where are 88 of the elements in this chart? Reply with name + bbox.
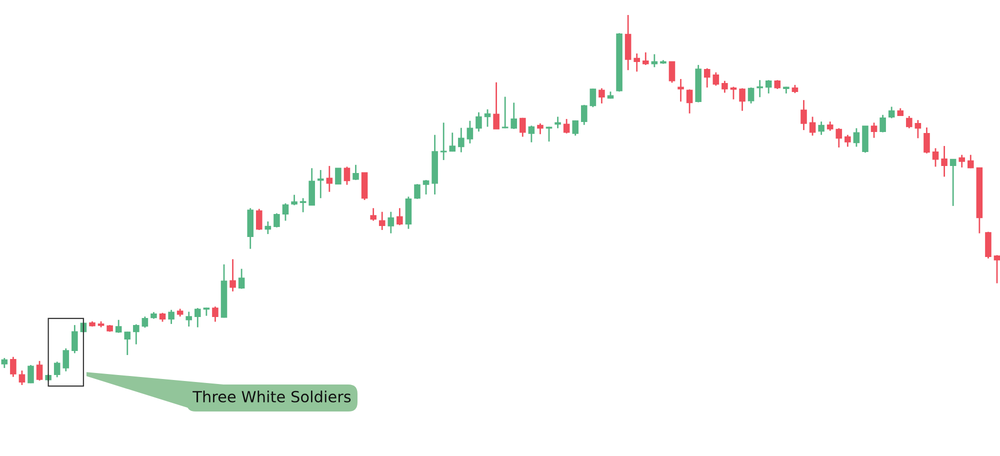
candlestick bbox=[668, 60, 676, 84]
text: Three White Soldiers bbox=[192, 390, 351, 402]
candlestick bbox=[212, 306, 218, 322]
candlestick bbox=[422, 179, 430, 196]
candlestick bbox=[914, 119, 922, 139]
candlestick bbox=[598, 88, 605, 104]
candlestick bbox=[352, 164, 359, 181]
candlestick bbox=[378, 211, 386, 231]
candlestick bbox=[282, 202, 289, 222]
candlestick bbox=[142, 316, 148, 328]
candlestick bbox=[739, 88, 746, 112]
candlestick bbox=[10, 356, 16, 378]
candlestick bbox=[642, 52, 649, 66]
candlestick bbox=[36, 360, 43, 382]
candlestick bbox=[1, 357, 8, 369]
candlestick bbox=[133, 324, 140, 345]
candlestick bbox=[264, 220, 272, 235]
candlestick bbox=[554, 116, 561, 129]
candlestick bbox=[186, 311, 192, 328]
candlestick bbox=[62, 348, 70, 372]
candlestick bbox=[528, 124, 535, 143]
candlestick bbox=[870, 122, 878, 139]
candlestick bbox=[836, 128, 842, 148]
candlestick bbox=[256, 208, 262, 231]
candlestick bbox=[238, 268, 245, 290]
candlestick bbox=[958, 154, 966, 168]
candlestick bbox=[396, 207, 403, 226]
candlestick bbox=[826, 120, 834, 132]
candlestick bbox=[72, 324, 78, 354]
candlestick bbox=[449, 132, 456, 152]
candlestick bbox=[800, 99, 807, 131]
candlestick bbox=[520, 117, 526, 138]
candlestick bbox=[502, 96, 508, 129]
candlestick bbox=[537, 122, 544, 135]
candlestick bbox=[730, 86, 737, 100]
candlestick bbox=[818, 120, 824, 136]
candlestick bbox=[370, 207, 376, 222]
candlestick bbox=[440, 122, 447, 161]
candlestick bbox=[853, 128, 860, 148]
candlestick bbox=[756, 79, 763, 98]
candlestick bbox=[168, 309, 174, 325]
candlestick bbox=[888, 106, 895, 119]
candlestick bbox=[414, 183, 420, 200]
candlestick bbox=[572, 120, 579, 136]
candlestick bbox=[950, 158, 956, 207]
candlestick bbox=[510, 102, 518, 130]
candlestick bbox=[493, 82, 500, 130]
candlestick bbox=[880, 114, 886, 133]
candlestick bbox=[291, 194, 298, 206]
candlestick bbox=[765, 79, 772, 94]
candlestick bbox=[484, 108, 491, 128]
candlestick bbox=[722, 80, 728, 94]
candlestick bbox=[194, 307, 201, 328]
candlestick bbox=[686, 88, 693, 114]
candlestick bbox=[18, 370, 26, 386]
candlestick bbox=[634, 52, 640, 72]
candlestick bbox=[326, 165, 333, 193]
candlestick bbox=[476, 112, 482, 132]
candlestick bbox=[28, 364, 34, 384]
candlestick bbox=[906, 115, 912, 129]
candlestick bbox=[388, 211, 394, 234]
candlestick bbox=[466, 120, 474, 144]
candlestick bbox=[335, 168, 342, 185]
candlestick bbox=[932, 148, 939, 168]
candlestick bbox=[941, 145, 948, 178]
candlestick bbox=[230, 258, 236, 292]
candlestick bbox=[546, 126, 552, 142]
candlestick bbox=[712, 72, 720, 86]
candlestick bbox=[115, 319, 122, 334]
candlestick bbox=[844, 134, 851, 148]
candlestick bbox=[54, 360, 60, 378]
candlestick bbox=[651, 54, 658, 68]
candlestick bbox=[678, 78, 684, 102]
candlestick bbox=[317, 169, 324, 199]
candlestick bbox=[344, 166, 350, 186]
candlestick bbox=[274, 212, 280, 228]
candlestick bbox=[590, 88, 596, 108]
candlestick bbox=[563, 118, 570, 134]
candlestick bbox=[994, 254, 1000, 284]
candlestick bbox=[704, 68, 710, 88]
candlestick bbox=[748, 86, 754, 104]
candlestick bbox=[458, 127, 464, 153]
candlestick bbox=[124, 331, 131, 356]
candlestick bbox=[968, 154, 974, 169]
candlestick bbox=[924, 126, 930, 154]
candlestick bbox=[809, 116, 816, 136]
candlestick bbox=[300, 197, 306, 213]
candlestick bbox=[581, 104, 588, 126]
